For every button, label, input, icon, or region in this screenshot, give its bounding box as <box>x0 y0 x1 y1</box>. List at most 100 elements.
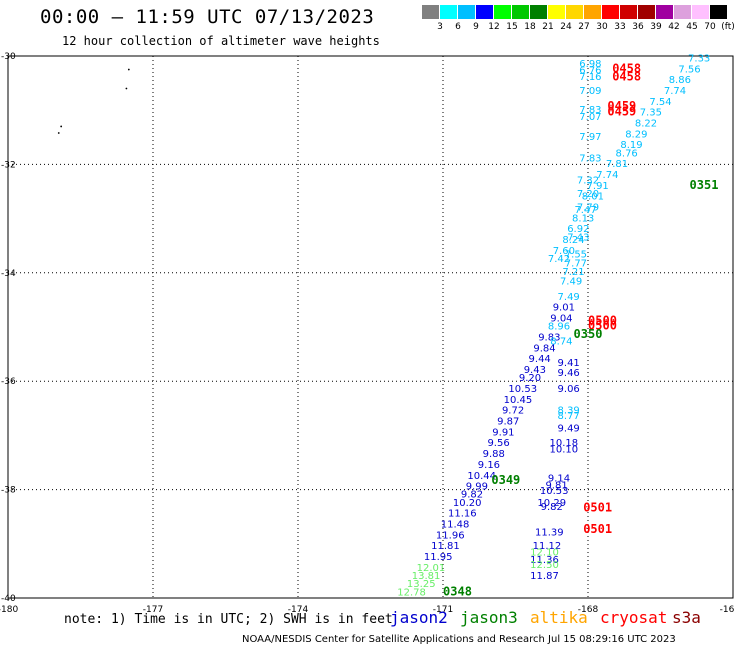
pass-time-label: 0500 <box>588 319 617 333</box>
pass-time-label: 0501 <box>583 522 612 536</box>
longitude-tick-label: -168 <box>578 605 599 615</box>
wave-height-value: 9.04 <box>550 314 572 325</box>
latitude-tick-label: -40 <box>1 594 16 604</box>
note-text: note: 1) Time is in UTC; 2) SWH is in fe… <box>64 612 393 627</box>
pass-time-label: 0348 <box>443 584 472 598</box>
wave-height-value: 7.49 <box>560 277 582 288</box>
legend-label: 33 <box>614 22 626 32</box>
wave-height-value: 9.81 <box>545 481 567 492</box>
wave-height-value: 11.96 <box>436 530 465 541</box>
legend-swatch <box>620 5 637 19</box>
legend-label: 3 <box>437 22 443 32</box>
wave-height-value: 10.18 <box>550 438 579 449</box>
legend-swatch <box>458 5 475 19</box>
legend-label: 30 <box>596 22 608 32</box>
wave-height-value: 9.72 <box>502 406 524 417</box>
pass-time-label: 0349 <box>491 473 520 487</box>
map-frame <box>7 55 734 599</box>
pass-time-label: 0500 <box>588 313 617 327</box>
wave-height-value: 8.74 <box>550 336 572 347</box>
wave-height-value: 8.19 <box>620 140 642 151</box>
legend-label: 27 <box>578 22 590 32</box>
wave-height-value: 6.76 <box>579 65 601 76</box>
wave-height-value: 7.83 <box>579 154 601 165</box>
wave-height-value: 9.06 <box>558 384 580 395</box>
pass-time-label: 0351 <box>690 178 719 192</box>
wave-height-value: 10.45 <box>504 395 533 406</box>
longitude-tick-label: -177 <box>143 605 163 615</box>
wave-height-value: 7.83 <box>579 105 601 116</box>
latitude-tick-label: -34 <box>1 269 16 279</box>
wave-height-value: 9.84 <box>533 343 555 354</box>
pass-time-label: 0459 <box>607 105 636 119</box>
longitude-tick-label: -174 <box>288 605 309 615</box>
latitude-tick-label: -30 <box>1 52 16 62</box>
wave-height-value: 10.29 <box>537 498 566 509</box>
wave-height-value: 11.95 <box>424 552 453 563</box>
wave-height-value: 11.81 <box>431 541 460 552</box>
longitude-tick-label: -171 <box>433 605 453 615</box>
wave-height-value: 9.20 <box>519 373 541 384</box>
pass-time-label: 0458 <box>612 61 641 75</box>
wave-height-value: 9.01 <box>553 303 575 314</box>
island-marker <box>125 87 128 90</box>
legend-swatch <box>566 5 583 19</box>
wave-height-value: 7.60 <box>553 246 575 257</box>
satellite-label-jason3: jason3 <box>460 608 518 627</box>
wave-height-value: 8.01 <box>582 192 604 203</box>
wave-height-value: 7.74 <box>664 86 686 97</box>
legend-swatch <box>548 5 565 19</box>
wave-height-value: 11.39 <box>535 528 564 539</box>
wave-height-value: 9.88 <box>483 449 505 460</box>
legend-label: 45 <box>686 22 698 32</box>
wave-height-value: 9.49 <box>558 424 580 435</box>
wave-height-value: 8.39 <box>558 406 580 417</box>
legend-label: 18 <box>524 22 536 32</box>
footer-credit: NOAA/NESDIS Center for Satellite Applica… <box>242 634 676 645</box>
map-title: 00:00 – 11:59 UTC 07/13/2023 <box>40 6 375 28</box>
wave-height-value: 9.16 <box>478 460 500 471</box>
wave-height-value: 8.29 <box>625 129 647 140</box>
legend-swatch <box>440 5 457 19</box>
wave-height-value: 7.91 <box>587 181 609 192</box>
wave-height-value: 7.79 <box>577 202 599 213</box>
legend-unit: (ft) <box>721 22 735 32</box>
legend-swatch <box>638 5 655 19</box>
wave-height-value: 10.10 <box>550 445 579 456</box>
wave-height-value: 9.83 <box>538 333 560 344</box>
longitude-tick-label: -180 <box>0 605 18 615</box>
wave-height-value: 7.42 <box>548 254 570 265</box>
wave-height-value: 7.09 <box>579 86 601 97</box>
wave-height-value: 9.99 <box>466 482 488 493</box>
legend-label: 9 <box>473 22 479 32</box>
wave-height-value: 9.43 <box>524 365 546 376</box>
wave-height-value: 13.81 <box>412 571 441 582</box>
legend-swatch <box>656 5 673 19</box>
wave-height-value: 11.48 <box>441 520 470 531</box>
legend-label: 36 <box>632 22 644 32</box>
legend-swatch <box>476 5 493 19</box>
wave-height-value: 9.41 <box>558 358 580 369</box>
legend-label: 39 <box>650 22 662 32</box>
legend-label: 6 <box>455 22 461 32</box>
wave-height-value: 9.91 <box>492 427 514 438</box>
wave-height-value: 7.07 <box>579 112 601 123</box>
wave-height-value: 7.74 <box>596 170 618 181</box>
wave-height-value: 10.44 <box>467 471 496 482</box>
wave-height-value: 11.36 <box>530 555 559 566</box>
wave-height-value: 9.82 <box>461 490 483 501</box>
satellite-label-s3a: s3a <box>672 608 701 627</box>
wave-height-value: 12.78 <box>397 587 426 598</box>
wave-height-value: 9.82 <box>541 502 563 513</box>
wave-height-value: 8.24 <box>562 235 584 246</box>
pass-time-label: 0459 <box>607 99 636 113</box>
wave-height-value: 7.55 <box>565 250 587 261</box>
wave-height-value: 7.16 <box>579 72 601 83</box>
wave-height-value: 7.20 <box>577 189 599 200</box>
wave-height-value: 7.97 <box>579 132 601 143</box>
legend-swatch <box>512 5 529 19</box>
legend-label: 21 <box>542 22 554 32</box>
wave-height-value: 9.56 <box>487 438 509 449</box>
legend-swatch <box>584 5 601 19</box>
wave-height-value: 7.33 <box>688 53 710 64</box>
